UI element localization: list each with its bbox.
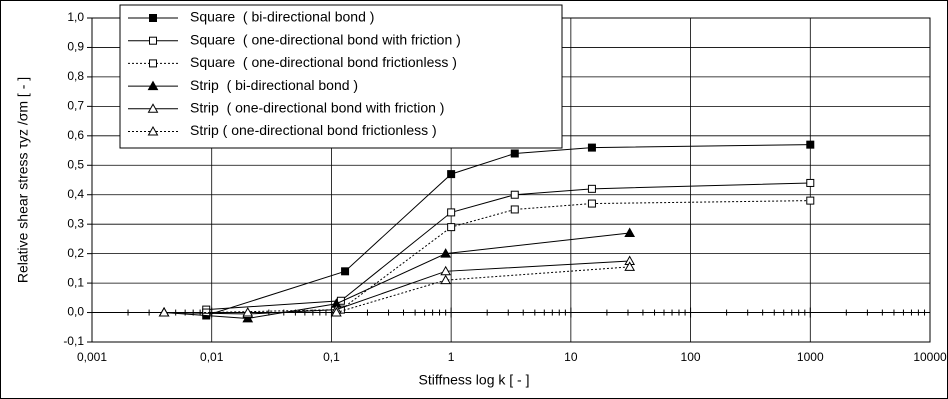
x-tick-label: 1000 — [797, 350, 824, 364]
y-tick-label: 0,4 — [67, 187, 84, 201]
legend-label: Square ( one-directional bond with frict… — [190, 31, 461, 47]
marker — [587, 184, 596, 193]
x-tick-label: 1 — [448, 350, 455, 364]
marker — [806, 178, 815, 187]
y-tick-label: 0,3 — [67, 216, 84, 230]
legend-marker — [147, 125, 159, 136]
marker — [587, 199, 596, 208]
marker — [447, 170, 456, 179]
marker — [587, 143, 596, 152]
legend-label: Strip ( one-directional bond frictionles… — [190, 122, 437, 138]
marker — [447, 208, 456, 217]
x-tick-label: 10000 — [913, 350, 947, 364]
y-tick-label: 0,1 — [67, 275, 84, 289]
y-axis-label: Relative shear stress τyz /σm [ - ] — [15, 77, 31, 283]
series-line — [206, 182, 811, 311]
marker — [624, 261, 636, 271]
marker — [440, 274, 452, 285]
y-tick-label: 0,6 — [67, 128, 84, 142]
marker — [510, 205, 519, 214]
x-tick-label: 100 — [681, 350, 701, 364]
y-tick-label: 0,0 — [67, 305, 84, 319]
legend-label: Square ( one-directional bond frictionle… — [190, 54, 457, 70]
x-tick-label: 0,1 — [323, 350, 340, 364]
y-tick-label: -0,1 — [63, 334, 84, 348]
series-line — [206, 144, 811, 316]
legend-label: Strip ( one-directional bond with fricti… — [190, 100, 444, 116]
y-tick-label: 0,9 — [67, 40, 84, 54]
legend-marker — [147, 80, 159, 91]
marker — [242, 307, 254, 317]
y-tick-label: 0,8 — [67, 69, 84, 83]
x-axis-label: Stiffness log k [ - ] — [418, 372, 529, 388]
marker — [447, 223, 456, 232]
y-tick-label: 0,2 — [67, 246, 84, 260]
legend-marker — [149, 36, 157, 45]
legend-label: Strip ( bi-directional bond ) — [190, 77, 358, 93]
marker — [158, 307, 170, 317]
legend-box — [119, 4, 563, 149]
legend-marker — [149, 14, 157, 22]
x-tick-label: 0,001 — [77, 350, 107, 364]
marker — [341, 267, 350, 276]
y-tick-label: 0,7 — [67, 99, 84, 113]
marker — [806, 196, 815, 205]
x-tick-label: 10 — [564, 350, 578, 364]
legend-label: Square ( bi-directional bond ) — [190, 9, 374, 25]
marker — [440, 248, 452, 258]
marker — [510, 149, 519, 158]
marker — [806, 140, 815, 149]
y-tick-label: 0,5 — [67, 157, 84, 171]
legend-marker — [147, 103, 159, 113]
legend-marker — [149, 59, 157, 68]
x-tick-label: 0,01 — [200, 350, 224, 364]
marker — [510, 190, 519, 199]
marker — [331, 307, 342, 317]
y-tick-label: 1,0 — [67, 10, 84, 24]
marker — [624, 227, 636, 238]
